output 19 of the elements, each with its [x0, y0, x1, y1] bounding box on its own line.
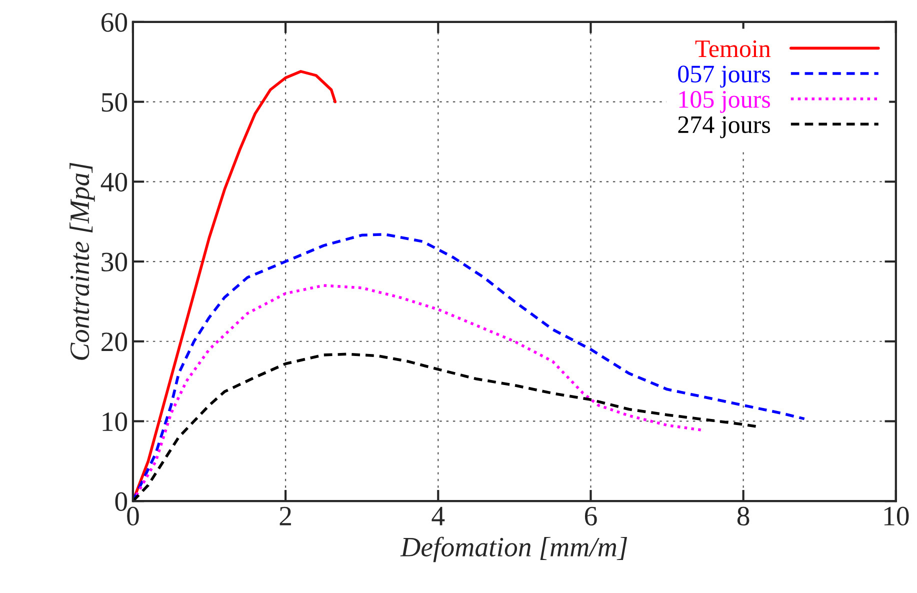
- x-tick-label: 8: [737, 506, 750, 526]
- legend-label: Temoin: [695, 40, 771, 58]
- x-tick-label: 0: [127, 506, 139, 526]
- legend-label: 274 jours: [678, 116, 770, 138]
- y-tick-label: 0: [115, 492, 128, 511]
- legend-label: 057 jours: [678, 66, 770, 88]
- x-tick-label: 10: [884, 506, 909, 526]
- y-axis-title: Contrainte [Mpa]: [70, 162, 95, 360]
- x-tick-label: 6: [584, 506, 597, 526]
- legend-label: 105 jours: [679, 90, 770, 113]
- y-tick-label: 20: [102, 332, 128, 352]
- y-tick-label: 40: [100, 172, 128, 192]
- x-tick-label: 4: [432, 506, 445, 526]
- x-tick-label: 2: [280, 506, 291, 526]
- y-tick-label: 30: [102, 252, 128, 272]
- x-axis-title: Defomation [mm/m]: [400, 536, 627, 562]
- y-tick-label: 50: [102, 92, 128, 112]
- y-tick-label: 60: [102, 13, 128, 32]
- y-tick-label: 10: [102, 412, 128, 432]
